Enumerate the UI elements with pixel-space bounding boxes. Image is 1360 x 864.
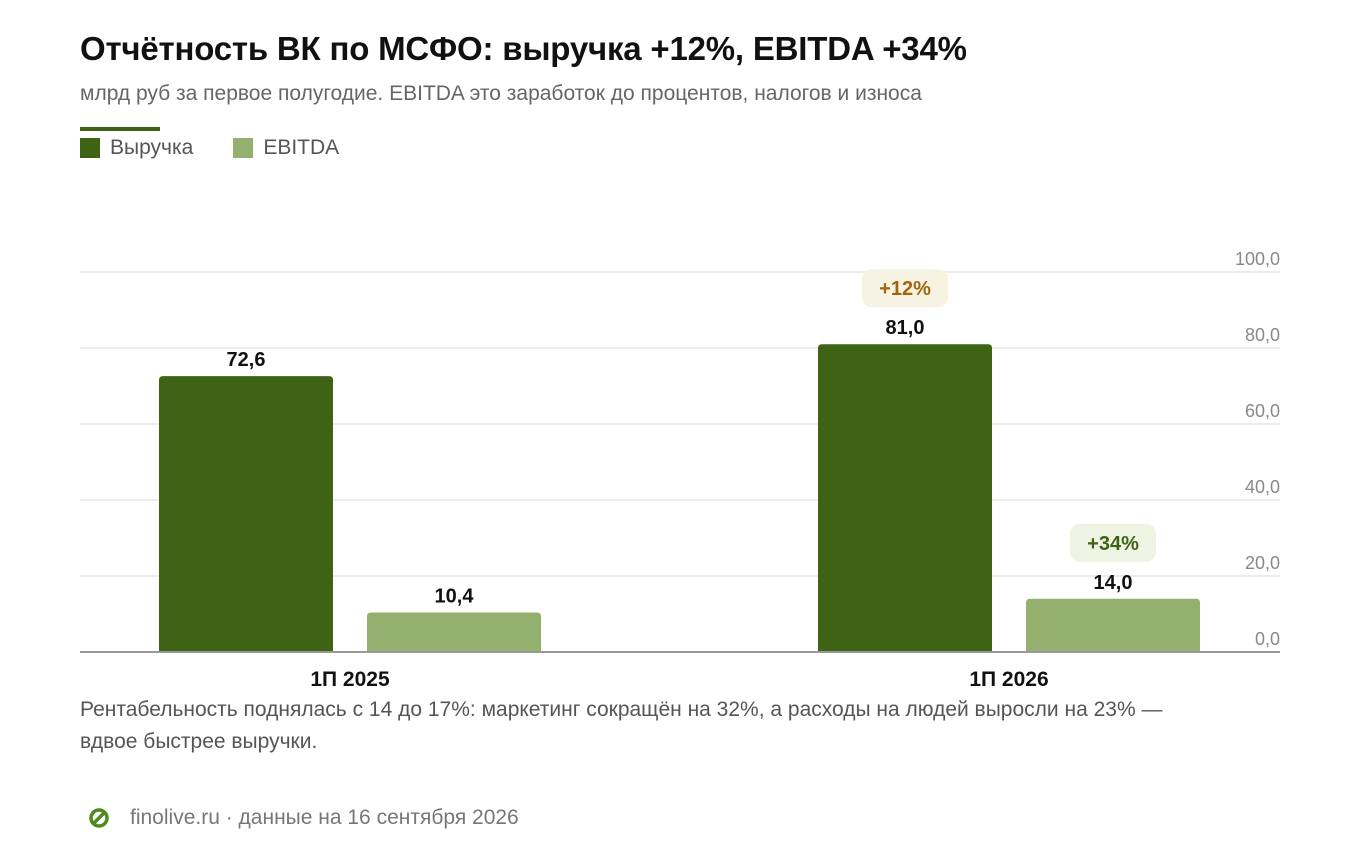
x-tick-label: 1П 2026 <box>969 668 1048 691</box>
bar-revenue <box>159 376 333 652</box>
change-badge-ebitda <box>1070 523 1156 562</box>
legend-swatch-ebitda <box>233 138 254 158</box>
data-label-revenue: 72,6 <box>227 349 266 371</box>
x-tick-label: 1П 2025 <box>310 668 390 691</box>
chart-note: Рентабельность поднялась с 14 до 17%: ма… <box>80 698 1163 753</box>
y-tick-label: 60,0 <box>1245 401 1280 421</box>
y-tick-label: 20,0 <box>1245 553 1280 573</box>
chart-subtitle: млрд руб за первое полугодие. EBITDA это… <box>80 82 922 105</box>
bar-revenue <box>818 344 992 652</box>
data-label-revenue: 81,0 <box>886 317 925 339</box>
y-tick-label: 80,0 <box>1245 325 1280 345</box>
legend: Выручка EBITDA <box>80 136 339 160</box>
legend-label-revenue: Выручка <box>110 136 194 159</box>
change-badge-revenue <box>862 269 948 308</box>
bar-ebitda <box>1026 598 1200 652</box>
finolive-logo-icon <box>89 808 109 828</box>
change-badge-label-ebitda: +34% <box>1087 533 1139 555</box>
legend-swatch-revenue <box>80 138 100 158</box>
footer: finolive.ru · данные на 16 сентября 2026 <box>88 806 519 830</box>
data-label-ebitda: 10,4 <box>435 585 475 607</box>
legend-label-ebitda: EBITDA <box>263 136 340 159</box>
change-badge-label-revenue: +12% <box>879 278 931 300</box>
y-tick-label: 40,0 <box>1245 477 1280 497</box>
y-tick-label: 0,0 <box>1255 629 1280 649</box>
y-tick-label: 100,0 <box>1235 249 1280 269</box>
footer-source: finolive.ru · данные на 16 сентября 2026 <box>130 806 519 829</box>
legend-item-revenue: Выручка <box>80 136 193 160</box>
data-label-ebitda: 14,0 <box>1094 572 1133 594</box>
legend-item-ebitda: EBITDA <box>233 136 339 160</box>
bar-ebitda <box>367 612 541 652</box>
title-accent-line <box>80 127 160 131</box>
chart-title: Отчётность ВК по МСФО: выручка +12%, EBI… <box>80 30 967 67</box>
